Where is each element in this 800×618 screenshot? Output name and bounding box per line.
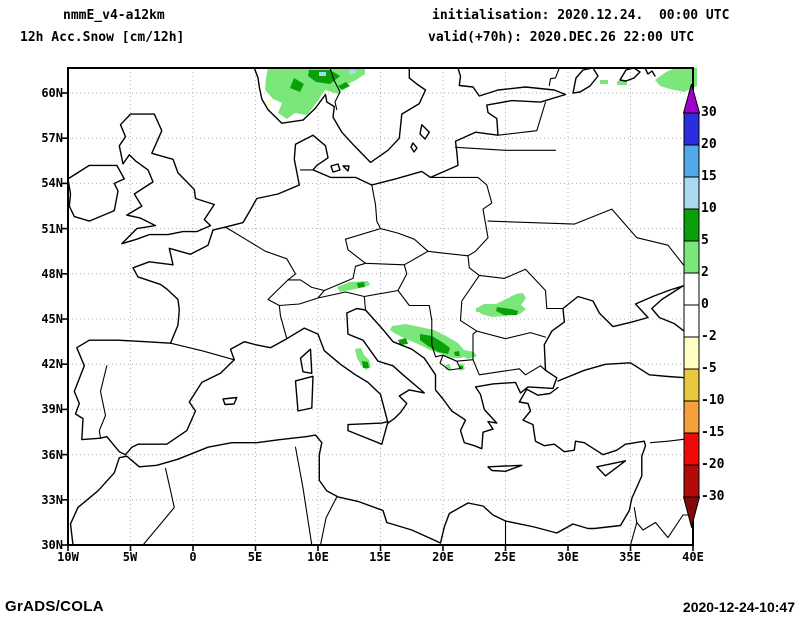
model-title: nmmE_v4-a12km [63,8,165,23]
snow-shading [265,68,697,371]
colorbar-tick-label: -15 [701,425,725,440]
map-frame [67,67,694,546]
lat-tick-label: 48N [41,267,63,281]
lon-tick-label: 5E [247,550,263,564]
lon-tick-label: 5W [122,550,138,564]
colorbar-tick-label: -30 [701,489,725,504]
graticule-grid [68,68,693,545]
snow-patch-nw-russia [655,68,697,92]
colorbar-over-arrow [683,84,700,114]
lat-tick-label: 39N [41,402,63,416]
grads-credit: GrADS/COLA [5,598,104,615]
lon-tick-label: 25E [494,550,516,564]
colorbar-tick-label: 30 [701,105,717,120]
lon-tick-label: 0 [189,550,197,564]
colorbar [683,84,700,528]
snow-patch-norway [265,68,365,119]
colorbar-tick-label: 0 [701,297,709,312]
lon-tick-label: 40E [682,550,704,564]
lat-tick-label: 57N [41,131,63,145]
lat-tick-label: 54N [41,176,63,190]
colorbar-tick-label: 20 [701,137,717,152]
colorbar-tick-label: -20 [701,457,725,472]
coastlines [67,67,694,546]
lat-tick-label: 45N [41,312,63,326]
valid-time-label: valid(+70h): 2020.DEC.26 22:00 UTC [428,30,695,45]
lat-tick-label: 51N [41,222,63,236]
colorbar-tick-label: -2 [701,329,717,344]
map-canvas [61,67,697,551]
lon-tick-label: 10E [307,550,329,564]
colorbar-tick-label: 2 [701,265,709,280]
lon-tick-label: 35E [619,550,641,564]
colorbar-tick-label: 5 [701,233,709,248]
country-borders [98,67,694,546]
colorbar-under-arrow [683,496,700,528]
product-title: 12h Acc.Snow [cm/12h] [20,30,185,45]
colorbar-tick-label: -10 [701,393,725,408]
lat-tick-label: 60N [41,86,63,100]
lon-tick-label: 10W [57,550,79,564]
lon-tick-label: 30E [557,550,579,564]
lat-tick-label: 30N [41,538,63,552]
lon-tick-label: 15E [369,550,391,564]
colorbar-tick-label: 15 [701,169,717,184]
init-time-label: initialisation: 2020.12.24. 00:00 UTC [432,8,730,23]
lat-tick-label: 36N [41,448,63,462]
creation-timestamp: 2020-12-24-10:47 [682,599,795,615]
lat-tick-label: 42N [41,357,63,371]
lon-tick-label: 20E [432,550,454,564]
colorbar-tick-label: 10 [701,201,717,216]
lat-tick-label: 33N [41,493,63,507]
colorbar-tick-label: -5 [701,361,717,376]
